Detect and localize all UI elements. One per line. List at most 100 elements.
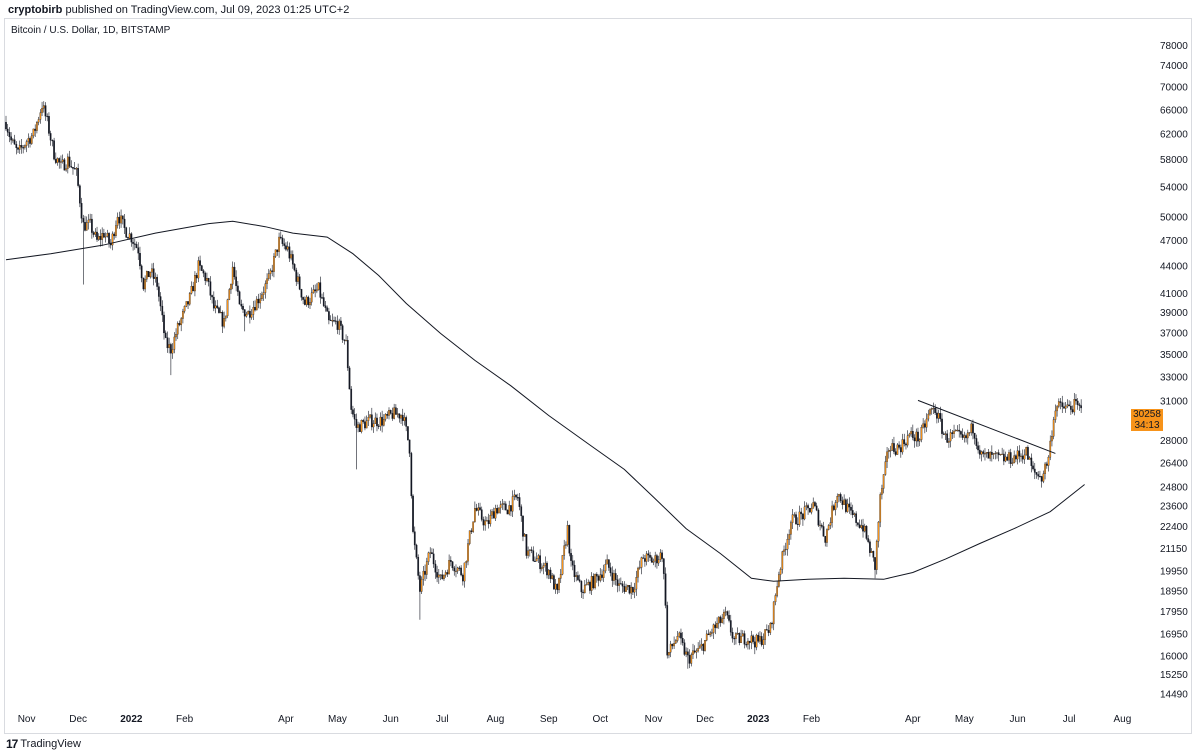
candle-body bbox=[297, 276, 299, 282]
candle-body bbox=[774, 595, 777, 603]
candle-body bbox=[539, 555, 541, 570]
candle-body bbox=[841, 500, 844, 505]
candle-body bbox=[209, 281, 212, 296]
candle-body bbox=[312, 289, 315, 294]
time-axis: Nov Dec 2022 Feb Apr May Jun Jul Aug Sep Oct Nov Dec… bbox=[18, 714, 1132, 725]
candle-body bbox=[546, 562, 548, 576]
candle-body bbox=[8, 132, 11, 137]
candle-body bbox=[570, 553, 572, 561]
candle-body bbox=[875, 541, 878, 570]
candle-body bbox=[233, 266, 236, 278]
price-tick-label: 28000 bbox=[1160, 436, 1188, 447]
candle-body bbox=[590, 576, 593, 591]
candle-body bbox=[151, 268, 153, 273]
candle-body bbox=[286, 246, 289, 250]
candle-body bbox=[666, 605, 669, 656]
candle-body bbox=[415, 544, 418, 558]
candle-body bbox=[96, 231, 98, 240]
candle-body bbox=[891, 443, 894, 451]
candle-body bbox=[559, 574, 562, 579]
candle-body bbox=[748, 640, 751, 643]
candle-body bbox=[494, 508, 497, 519]
candle-body bbox=[685, 651, 687, 655]
chart-frame bbox=[4, 18, 1192, 734]
candle-body bbox=[862, 525, 864, 532]
candle-body bbox=[420, 578, 423, 592]
candle-body bbox=[262, 292, 265, 295]
candle-body bbox=[530, 549, 533, 551]
candle-body bbox=[1063, 406, 1065, 409]
candle-body bbox=[30, 135, 33, 144]
candle-body bbox=[723, 611, 725, 619]
candle-body bbox=[183, 306, 186, 312]
candle-body bbox=[288, 246, 291, 259]
candle-body bbox=[434, 563, 437, 573]
candle-body bbox=[654, 555, 657, 562]
candle-body bbox=[65, 168, 67, 171]
candle-body bbox=[231, 266, 234, 285]
candle-body bbox=[305, 296, 308, 305]
time-tick-label: Sep bbox=[540, 714, 558, 725]
candle-body bbox=[657, 559, 660, 564]
candle-body bbox=[793, 514, 796, 516]
candle-body bbox=[336, 321, 339, 330]
time-tick-label: Jun bbox=[383, 714, 399, 725]
candle-body bbox=[688, 654, 691, 664]
candle-body bbox=[697, 648, 699, 652]
candle-body bbox=[393, 407, 396, 419]
candle-body bbox=[343, 339, 346, 341]
time-tick-label: May bbox=[955, 714, 974, 725]
candle-body bbox=[980, 451, 983, 455]
candle-body bbox=[791, 514, 794, 523]
candle-body bbox=[1008, 452, 1010, 461]
candle-body bbox=[175, 334, 177, 338]
candle-body bbox=[455, 570, 457, 572]
candle-body bbox=[1078, 404, 1081, 406]
symbol-label: Bitcoin / U.S. Dollar, 1D, BITSTAMP bbox=[11, 25, 171, 36]
candle-body bbox=[381, 416, 383, 426]
tradingview-footer[interactable]: 17 TradingView bbox=[6, 737, 81, 751]
candle-body bbox=[630, 586, 633, 594]
candle-body bbox=[565, 544, 567, 546]
candle-body bbox=[771, 622, 773, 625]
bar-countdown: 34:13 bbox=[1134, 420, 1160, 431]
candle-body bbox=[656, 555, 658, 564]
candle-body bbox=[66, 156, 69, 169]
candle-body bbox=[786, 539, 789, 550]
candle-body bbox=[163, 314, 165, 334]
candle-body bbox=[843, 499, 845, 505]
candle-body bbox=[932, 407, 935, 410]
candle-body bbox=[642, 557, 645, 559]
candle-body bbox=[927, 413, 930, 420]
candle-body bbox=[388, 410, 390, 416]
candle-body bbox=[113, 233, 116, 237]
candle-body bbox=[144, 279, 146, 290]
candle-body bbox=[881, 488, 883, 495]
candle-body bbox=[719, 616, 722, 623]
candle-body bbox=[384, 414, 387, 420]
candle-body bbox=[249, 311, 251, 318]
candle-body bbox=[407, 426, 409, 441]
candle-body bbox=[954, 429, 957, 432]
candle-body bbox=[1015, 455, 1017, 460]
candle-body bbox=[972, 423, 974, 434]
candle-body bbox=[431, 552, 433, 555]
candle-body bbox=[899, 447, 902, 453]
candle-body bbox=[815, 505, 818, 511]
candle-body bbox=[638, 567, 641, 569]
candle-body bbox=[554, 583, 557, 590]
candle-body bbox=[738, 633, 741, 644]
candle-body bbox=[1051, 436, 1053, 442]
candle-body bbox=[77, 168, 79, 186]
candle-body bbox=[820, 524, 823, 527]
candle-body bbox=[1009, 452, 1012, 464]
candle-body bbox=[482, 519, 485, 526]
candle-body bbox=[817, 509, 820, 526]
candle-body bbox=[516, 497, 519, 499]
candle-body bbox=[990, 451, 993, 455]
candle-body bbox=[1069, 405, 1072, 410]
candle-body bbox=[285, 245, 287, 250]
candle-body bbox=[1057, 401, 1060, 407]
candle-body bbox=[350, 388, 353, 410]
